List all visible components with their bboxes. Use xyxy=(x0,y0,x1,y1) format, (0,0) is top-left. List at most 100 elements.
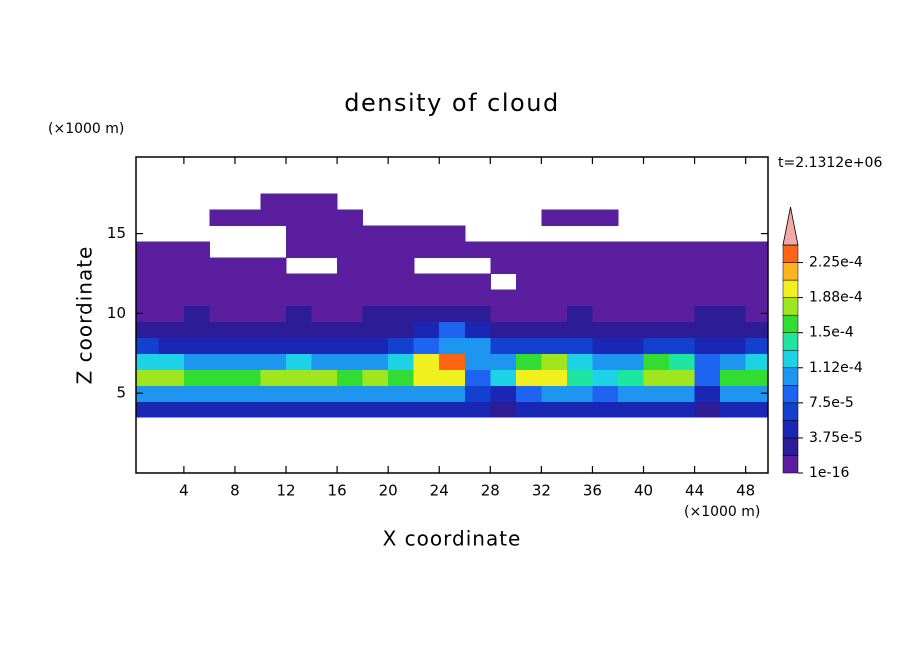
contour-cell xyxy=(286,401,313,418)
colorbar-extension xyxy=(782,206,799,246)
contour-cell xyxy=(694,289,721,307)
contour-cell xyxy=(158,305,185,322)
contour-cell xyxy=(286,369,313,386)
contour-cell xyxy=(745,401,768,418)
contour-cell xyxy=(669,321,696,338)
contour-cell xyxy=(311,369,338,386)
contour-cell xyxy=(209,353,236,370)
contour-cell xyxy=(464,273,491,291)
contour-cell xyxy=(592,369,619,386)
contour-cell xyxy=(464,353,491,370)
contour-cell xyxy=(388,353,415,370)
contour-cell xyxy=(413,305,440,322)
contour-cell xyxy=(515,337,542,354)
contour-cell xyxy=(209,289,236,307)
contour-cell xyxy=(362,241,389,259)
contour-cell xyxy=(617,257,645,275)
contour-cell xyxy=(209,401,236,418)
contour-cell xyxy=(260,257,287,275)
contour-cell xyxy=(337,273,364,291)
contour-cell xyxy=(566,257,594,275)
contour-cell xyxy=(515,273,542,291)
contour-cell xyxy=(388,305,415,322)
colorbar-band xyxy=(782,314,799,333)
contour-cell xyxy=(617,401,645,418)
contour-cell xyxy=(136,401,159,418)
colorbar-band xyxy=(782,367,799,386)
contour-cell xyxy=(592,289,619,307)
contour-cell xyxy=(541,209,568,227)
contour-cell xyxy=(643,369,670,386)
contour-cell xyxy=(337,305,364,322)
contour-cell xyxy=(311,289,338,307)
colorbar-tick-label: 1e-16 xyxy=(809,465,849,481)
contour-cell xyxy=(260,337,287,354)
contour-cell xyxy=(183,273,211,291)
contour-cell xyxy=(158,385,185,402)
contour-cell xyxy=(541,321,568,338)
contour-cell xyxy=(388,369,415,386)
colorbar-tick-label: 1.5e-4 xyxy=(809,325,854,341)
contour-cell xyxy=(464,305,491,322)
colorbar-band xyxy=(782,262,799,281)
contour-cell xyxy=(337,401,364,418)
contour-cell xyxy=(136,305,159,322)
colorbar-tick-label: 2.25e-4 xyxy=(809,255,863,271)
contour-cell xyxy=(566,385,594,402)
contour-cell xyxy=(286,289,313,307)
contour-cell xyxy=(234,289,262,307)
contour-cell xyxy=(541,385,568,402)
contour-cell xyxy=(617,305,645,322)
contour-cell xyxy=(592,385,619,402)
contour-cell xyxy=(541,289,568,307)
colorbar-band xyxy=(782,349,799,369)
contour-cell xyxy=(617,273,645,291)
x-tick-label: 4 xyxy=(179,482,189,500)
contour-cell xyxy=(515,353,542,370)
contour-cell xyxy=(209,369,236,386)
contour-cell xyxy=(464,289,491,307)
contour-cell xyxy=(311,209,338,227)
contour-cell xyxy=(566,321,594,338)
colorbar-tick-label: 1.12e-4 xyxy=(809,360,863,376)
contour-cell xyxy=(183,257,211,275)
contour-cell xyxy=(617,241,645,259)
contour-cell xyxy=(234,273,262,291)
contour-cell xyxy=(720,401,747,418)
contour-cell xyxy=(566,241,594,259)
contour-cell xyxy=(439,337,466,354)
contour-cell xyxy=(362,273,389,291)
contour-cell xyxy=(643,289,670,307)
contour-cell xyxy=(362,337,389,354)
contour-cell xyxy=(413,241,440,259)
contour-cell xyxy=(260,369,287,386)
x-tick-label: 40 xyxy=(634,482,653,500)
contour-cell xyxy=(669,257,696,275)
colorbar-tick-label: 1.88e-4 xyxy=(809,290,863,306)
y-tick-label: 5 xyxy=(116,384,126,402)
contour-cell xyxy=(209,321,236,338)
contour-cell xyxy=(669,289,696,307)
x-tick-label: 36 xyxy=(583,482,602,500)
contour-cell xyxy=(669,273,696,291)
contour-cell xyxy=(464,401,491,418)
contour-cell xyxy=(388,273,415,291)
contour-cell xyxy=(592,241,619,259)
contour-cell xyxy=(286,305,313,322)
contour-cell xyxy=(541,257,568,275)
colorbar-tick-label: 7.5e-5 xyxy=(809,395,854,411)
contour-cell xyxy=(745,257,768,275)
colorbar-tick-label: 3.75e-5 xyxy=(809,430,863,446)
x-tick-label: 8 xyxy=(230,482,240,500)
contour-cell xyxy=(694,337,721,354)
contour-cell xyxy=(720,337,747,354)
contour-cell xyxy=(183,401,211,418)
contour-cell xyxy=(311,225,338,243)
contour-cell xyxy=(745,321,768,338)
contour-cell xyxy=(234,305,262,322)
contour-cell xyxy=(136,369,159,386)
contour-cell xyxy=(234,385,262,402)
contour-cell xyxy=(669,385,696,402)
contour-cell xyxy=(158,321,185,338)
contour-cell xyxy=(566,305,594,322)
